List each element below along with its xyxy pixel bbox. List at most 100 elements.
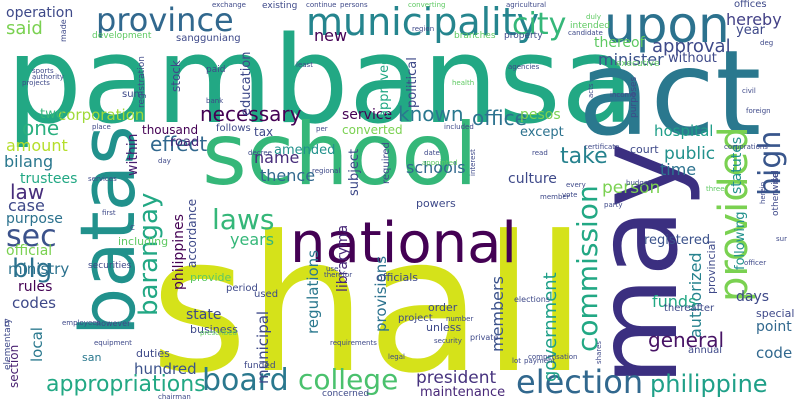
word-use: use: [326, 265, 339, 273]
word-business: business: [190, 323, 238, 336]
word-government: government: [540, 272, 561, 382]
word-sec: sec: [6, 219, 57, 254]
word-minister: minister: [598, 50, 664, 69]
word-thereof: thereof: [594, 35, 645, 51]
word-interest: interest: [469, 149, 477, 176]
word-including: including: [118, 235, 169, 248]
word-branches: branches: [454, 31, 496, 41]
word-commission: commission: [571, 185, 604, 352]
word-authority: authority: [32, 73, 64, 81]
word-project: project: [398, 313, 433, 324]
word-converting: converting: [408, 1, 446, 9]
word-number: number: [446, 315, 474, 323]
word-hundred: hundred: [134, 360, 197, 378]
word-corporations: corporations: [724, 143, 768, 151]
word-officials: officials: [376, 271, 418, 284]
word-used: used: [254, 289, 279, 300]
word-made: made: [59, 19, 68, 42]
word-budget: budget: [626, 179, 651, 187]
word-service: service: [342, 107, 393, 123]
word-code: code: [756, 344, 793, 362]
word-province: province: [96, 1, 234, 39]
word-political: political: [405, 57, 420, 108]
word-subject: subject: [347, 148, 362, 196]
word-national: national: [290, 211, 517, 276]
word-blg: blg: [12, 254, 53, 284]
word-bilang: bilang: [4, 152, 54, 171]
word-special: special: [756, 307, 795, 320]
word-registered: registered: [644, 233, 711, 248]
word-education: education: [239, 51, 254, 116]
word-property: property: [504, 31, 543, 41]
word-decree: decree: [248, 149, 272, 157]
word-existing: existing: [262, 1, 298, 11]
word-employees: employees: [62, 319, 101, 327]
word-philippine: philippine: [650, 370, 768, 398]
word-powers: powers: [416, 197, 456, 210]
word-approved: approved: [377, 56, 392, 118]
word-hospital: hospital: [654, 122, 714, 140]
word-days: days: [736, 289, 770, 305]
word-tax: tax: [254, 125, 274, 139]
word-health: health: [452, 79, 475, 87]
word-lot: lot: [512, 357, 521, 365]
word-herein: herein: [759, 181, 767, 204]
word-read: read: [532, 149, 548, 157]
word-payment: payment: [524, 357, 556, 365]
word-case: case: [8, 196, 45, 215]
word-take: take: [560, 144, 608, 169]
word-philippines: philippines: [171, 214, 187, 290]
word-agricultural: agricultural: [506, 1, 547, 9]
word-concerned: concerned: [322, 389, 370, 399]
word-approval: approval: [652, 36, 731, 57]
word-compensation: compensation: [528, 353, 578, 361]
word-candidate: candidate: [568, 29, 603, 37]
word-foreign: foreign: [746, 107, 771, 115]
word-public: public: [664, 144, 716, 164]
word-rules: rules: [18, 279, 53, 295]
word-duly: duly: [586, 13, 601, 21]
word-officer: officer: [744, 259, 767, 267]
word-agencies: agencies: [508, 63, 540, 71]
word-college: college: [298, 363, 399, 396]
word-provide: provide: [190, 271, 232, 284]
word-office: office: [472, 106, 527, 130]
word-school: school: [202, 105, 478, 205]
word-thence: thence: [260, 166, 316, 185]
word-continue: continue: [306, 1, 337, 9]
word-services: services: [88, 175, 117, 183]
word-however: however: [96, 319, 131, 328]
word-maintenance: maintenance: [420, 385, 506, 400]
word-legal: legal: [388, 353, 405, 361]
word-projects: projects: [22, 79, 50, 87]
word-laws: laws: [212, 203, 275, 236]
word-included: included: [444, 123, 474, 131]
word-shall: shall: [150, 196, 587, 400]
word-general: general: [648, 328, 725, 352]
word-therefor: therefor: [324, 271, 353, 279]
word-paid: paid: [206, 65, 226, 75]
word-requirements: requirements: [330, 339, 377, 347]
word-court: court: [630, 143, 659, 156]
word-provincial: provincial: [705, 240, 718, 294]
word-thereafter: thereafter: [664, 303, 715, 314]
word-income: income: [610, 91, 636, 99]
word-law: law: [10, 180, 45, 204]
word-first: first: [102, 209, 116, 217]
word-board: board: [202, 363, 289, 398]
word-vote: vote: [562, 191, 578, 199]
word-member: member: [540, 193, 570, 201]
word-securities: securities: [88, 261, 132, 271]
word-road: road: [170, 135, 200, 150]
word-purpose: purpose: [6, 211, 63, 227]
word-schools: schools: [406, 158, 466, 177]
word-chairman: chairman: [158, 393, 191, 400]
word-regional: regional: [312, 167, 341, 175]
word-operation: operation: [6, 5, 74, 21]
word-appointed: appointed: [422, 159, 458, 167]
word-funds: funds: [652, 292, 697, 311]
word-ministry: ministry: [8, 260, 70, 278]
word-hereby: hereby: [726, 10, 782, 29]
word-offices: offices: [734, 0, 767, 10]
